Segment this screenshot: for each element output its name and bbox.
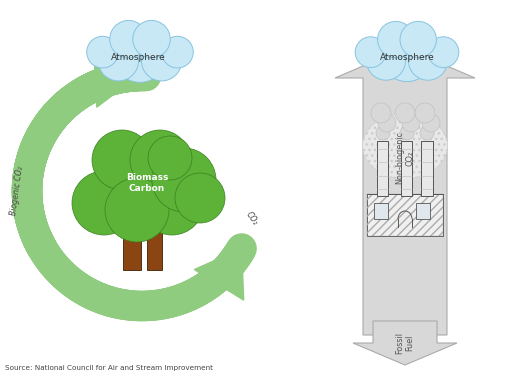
Polygon shape bbox=[353, 321, 457, 365]
Circle shape bbox=[140, 171, 204, 235]
Polygon shape bbox=[335, 48, 475, 335]
Circle shape bbox=[130, 130, 190, 190]
Circle shape bbox=[402, 114, 420, 132]
Bar bbox=[421, 141, 432, 196]
Circle shape bbox=[378, 114, 396, 132]
Circle shape bbox=[148, 136, 192, 180]
Circle shape bbox=[400, 21, 436, 58]
Text: Fossil
Fuel: Fossil Fuel bbox=[395, 332, 415, 354]
Circle shape bbox=[93, 142, 181, 230]
Ellipse shape bbox=[362, 113, 447, 179]
Text: Non-biogenic
CO₂: Non-biogenic CO₂ bbox=[395, 132, 415, 185]
Circle shape bbox=[142, 41, 182, 81]
Circle shape bbox=[420, 126, 434, 140]
Circle shape bbox=[133, 21, 170, 58]
Circle shape bbox=[72, 171, 136, 235]
Text: Biogenic CO₂: Biogenic CO₂ bbox=[9, 166, 25, 216]
Circle shape bbox=[400, 126, 414, 140]
Bar bbox=[123, 215, 141, 270]
Circle shape bbox=[161, 36, 193, 68]
Circle shape bbox=[87, 36, 118, 68]
Bar bbox=[147, 225, 162, 270]
Circle shape bbox=[152, 148, 216, 212]
Circle shape bbox=[175, 173, 225, 223]
Ellipse shape bbox=[100, 51, 180, 76]
Circle shape bbox=[366, 41, 406, 80]
Bar bbox=[377, 141, 389, 196]
Circle shape bbox=[92, 130, 152, 190]
Ellipse shape bbox=[368, 51, 445, 76]
Bar bbox=[367, 194, 443, 236]
Text: CO₂: CO₂ bbox=[244, 210, 260, 226]
Circle shape bbox=[355, 37, 386, 68]
Circle shape bbox=[378, 21, 414, 58]
Text: Source: National Council for Air and Stream Improvement: Source: National Council for Air and Str… bbox=[5, 365, 213, 371]
Text: Atmosphere: Atmosphere bbox=[111, 53, 166, 63]
Circle shape bbox=[376, 126, 390, 140]
Circle shape bbox=[395, 103, 415, 123]
FancyArrow shape bbox=[195, 248, 244, 300]
Circle shape bbox=[428, 37, 459, 68]
Circle shape bbox=[371, 103, 391, 123]
FancyArrow shape bbox=[94, 49, 138, 107]
Bar bbox=[367, 194, 443, 236]
Circle shape bbox=[110, 21, 147, 58]
Bar bbox=[402, 141, 413, 196]
Circle shape bbox=[113, 28, 167, 82]
Circle shape bbox=[415, 103, 435, 123]
Circle shape bbox=[408, 41, 447, 80]
Text: Biomass
Carbon: Biomass Carbon bbox=[126, 173, 168, 193]
Text: Atmosphere: Atmosphere bbox=[379, 53, 434, 63]
Bar bbox=[374, 203, 388, 219]
Bar bbox=[416, 203, 430, 219]
Circle shape bbox=[105, 178, 169, 242]
Circle shape bbox=[98, 41, 139, 81]
Circle shape bbox=[422, 114, 440, 132]
Circle shape bbox=[380, 28, 433, 82]
